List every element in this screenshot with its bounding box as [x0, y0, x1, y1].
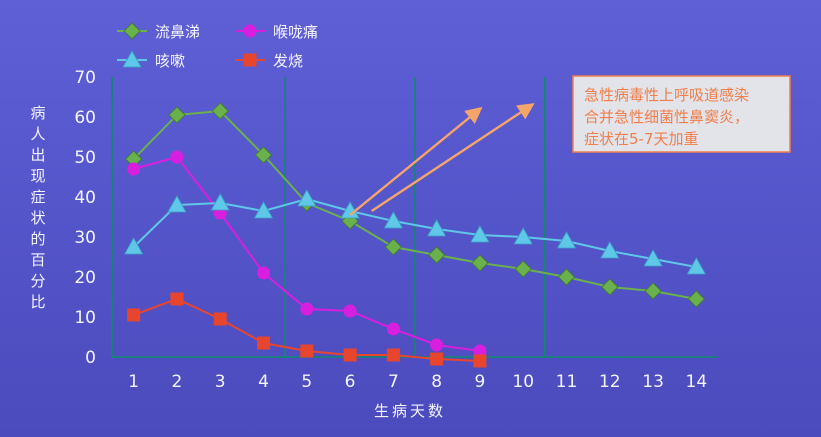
data-point: [383, 211, 404, 229]
legend-marker: [123, 22, 141, 40]
y-tick-label: 70: [74, 68, 96, 88]
x-tick-label: 7: [388, 372, 399, 392]
data-point: [257, 336, 270, 350]
data-point: [167, 195, 187, 213]
series-2: [123, 189, 707, 275]
y-tick-label: 0: [85, 348, 96, 368]
x-tick-label: 5: [301, 372, 312, 392]
legend-marker: [243, 24, 257, 38]
y-tick-label: 40: [74, 188, 96, 208]
data-point: [428, 246, 446, 264]
data-point: [384, 238, 402, 256]
data-point: [386, 348, 400, 362]
data-point: [513, 227, 533, 245]
data-point: [514, 260, 532, 278]
data-point: [470, 225, 490, 243]
data-point: [343, 304, 357, 318]
data-point: [601, 278, 619, 296]
data-point: [600, 241, 620, 259]
data-point: [430, 352, 444, 366]
y-tick-label: 20: [74, 268, 96, 288]
data-point: [687, 290, 705, 308]
legend-label: 喉咙痛: [273, 23, 318, 41]
x-tick-label: 8: [431, 372, 442, 392]
annotation-arrow: [349, 106, 483, 216]
y-tick-label: 50: [74, 148, 96, 168]
legend-label: 咳嗽: [155, 52, 185, 70]
data-point: [253, 201, 274, 219]
data-point: [127, 162, 141, 176]
annotation-line-2: 合并急性细菌性鼻窦炎，: [584, 108, 749, 126]
data-point: [343, 348, 357, 362]
data-point: [426, 219, 447, 237]
legend-item: 流鼻涕: [117, 22, 200, 41]
x-tick-label: 10: [512, 372, 534, 392]
data-point: [210, 193, 230, 211]
y-tick-label: 10: [74, 308, 96, 328]
legend-item: 喉咙痛: [235, 23, 318, 41]
series-0: [125, 102, 705, 308]
x-tick-label: 13: [642, 372, 664, 392]
x-axis-title: 生病天数: [374, 402, 446, 420]
y-tick-label: 60: [74, 108, 96, 128]
x-tick-label: 6: [345, 372, 356, 392]
x-tick-label: 1: [128, 372, 139, 392]
legend-label: 发烧: [273, 52, 303, 70]
data-point: [644, 282, 662, 300]
data-point: [430, 338, 444, 352]
x-tick-label: 9: [475, 372, 486, 392]
annotation-line-3: 症状在5-7天加重: [584, 130, 699, 148]
data-point: [254, 146, 273, 164]
data-point: [386, 322, 400, 336]
data-point: [170, 150, 184, 164]
x-tick-label: 12: [599, 372, 621, 392]
y-tick-label: 30: [74, 228, 96, 248]
series-line: [132, 197, 697, 268]
x-tick-label: 3: [215, 372, 226, 392]
data-point: [686, 257, 707, 275]
data-point: [168, 106, 186, 124]
x-tick-label: 2: [172, 372, 183, 392]
data-point: [300, 302, 314, 316]
x-tick-label: 11: [556, 372, 578, 392]
data-point: [211, 102, 229, 120]
data-point: [213, 312, 227, 326]
series-layer: [123, 102, 707, 368]
annotation-arrows: [349, 103, 535, 216]
legend-item: 发烧: [235, 52, 303, 70]
data-point: [643, 249, 663, 267]
annotation-line-1: 急性病毒性上呼吸道感染: [584, 86, 749, 104]
data-point: [556, 231, 577, 249]
data-point: [123, 237, 144, 255]
data-point: [557, 268, 576, 286]
annotation-arrow: [371, 103, 535, 213]
series-1: [127, 150, 487, 358]
data-point: [297, 189, 317, 207]
data-point: [471, 254, 489, 272]
data-point: [257, 266, 270, 280]
x-tick-label: 14: [686, 372, 708, 392]
legend-marker: [243, 53, 257, 67]
series-3: [127, 292, 487, 368]
data-point: [300, 344, 314, 358]
x-tick-label: 4: [258, 372, 269, 392]
annotation-box: 急性病毒性上呼吸道感染 合并急性细菌性鼻窦炎， 症状在5-7天加重: [572, 75, 791, 153]
data-point: [473, 354, 487, 368]
legend-marker: [122, 50, 142, 68]
data-point: [170, 292, 184, 306]
data-point: [127, 308, 141, 322]
y-axis-title: 病人出现症状的百分比: [30, 104, 45, 311]
legend-item: 咳嗽: [117, 50, 185, 70]
vertical-divider-lines: [284, 77, 546, 357]
series-line: [132, 109, 697, 300]
data-point: [473, 344, 487, 358]
legend-label: 流鼻涕: [155, 23, 200, 41]
